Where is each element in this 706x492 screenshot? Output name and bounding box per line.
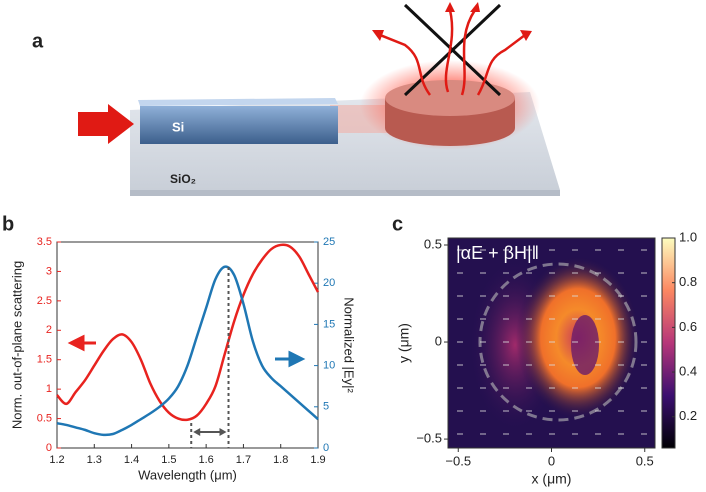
y2-axis-label: Normalized |Ey|² bbox=[342, 297, 357, 393]
substrate-label: SiO₂ bbox=[170, 172, 196, 186]
x-tick-label: 1.4 bbox=[124, 454, 139, 466]
colorbar-tick-label: 1.0 bbox=[679, 229, 697, 244]
x-tick-label: 1.7 bbox=[236, 454, 251, 466]
y-tick-label: 3.5 bbox=[37, 236, 52, 248]
colorbar bbox=[661, 237, 676, 449]
axis-arrow bbox=[275, 350, 306, 368]
input-arrow bbox=[78, 104, 134, 144]
series-line bbox=[56, 243, 320, 422]
y-tick-label: 1 bbox=[46, 383, 52, 395]
axis-arrow bbox=[67, 334, 96, 352]
y-tick-label: 3 bbox=[46, 265, 52, 277]
y-tick-label: −0.5 bbox=[416, 431, 442, 446]
panel-label: c bbox=[392, 213, 403, 235]
y2-tick-label: 25 bbox=[323, 236, 335, 248]
y-axis-label: y (μm) bbox=[396, 323, 412, 363]
x-axis-label: Wavelength (μm) bbox=[138, 467, 237, 482]
plot-frame bbox=[56, 241, 319, 449]
x-tick-label: 1.3 bbox=[87, 454, 102, 466]
y-tick-label: 0.5 bbox=[37, 412, 52, 424]
map-title: |αE + βH|‖ bbox=[456, 243, 539, 263]
x-tick-label: 1.6 bbox=[198, 454, 213, 466]
y-tick-label: 2 bbox=[46, 324, 52, 336]
y2-tick-label: 10 bbox=[323, 360, 335, 372]
y-tick-label: 1.5 bbox=[37, 354, 52, 366]
waveguide-top bbox=[138, 98, 338, 106]
y2-tick-label: 0 bbox=[323, 442, 329, 454]
y-tick-label: 0 bbox=[46, 442, 52, 454]
x-tick-label: 1.2 bbox=[49, 454, 64, 466]
x-tick-label: 1.8 bbox=[273, 454, 288, 466]
colorbar-tick-label: 0.2 bbox=[679, 408, 697, 423]
x-tick-label: 0 bbox=[548, 453, 555, 468]
panel-label: b bbox=[2, 213, 14, 235]
y-tick-label: 0.5 bbox=[424, 236, 442, 251]
y-tick-label: 0 bbox=[435, 333, 442, 348]
range-arrow-head bbox=[219, 428, 227, 436]
x-tick-label: 1.9 bbox=[310, 454, 325, 466]
arrow-heads bbox=[372, 2, 532, 41]
y-tick-label: 2.5 bbox=[37, 295, 52, 307]
disk-top bbox=[385, 80, 515, 116]
series-line bbox=[56, 265, 319, 437]
scatter-arrows bbox=[379, 9, 526, 96]
colorbar-tick-label: 0.8 bbox=[679, 274, 697, 289]
y2-tick-label: 5 bbox=[323, 401, 329, 413]
panel-a: Si SiO₂ bbox=[78, 2, 560, 196]
panel-label: a bbox=[32, 30, 44, 52]
colorbar-tick-label: 0.6 bbox=[679, 319, 697, 334]
x-tick-label: 0.5 bbox=[636, 453, 654, 468]
cross bbox=[403, 3, 502, 97]
substrate-edge bbox=[130, 190, 560, 196]
y-axis-label: Norm. out-of-plane scattering bbox=[9, 261, 24, 429]
waveguide bbox=[140, 106, 338, 144]
x-axis-label: x (μm) bbox=[532, 471, 572, 487]
colorbar-tick-label: 0.4 bbox=[679, 363, 697, 378]
x-tick-label: 1.5 bbox=[161, 454, 176, 466]
x-tick-label: −0.5 bbox=[445, 453, 471, 468]
field-map bbox=[448, 238, 655, 448]
y2-tick-label: 20 bbox=[323, 277, 335, 289]
range-arrow-head bbox=[193, 428, 201, 436]
waveguide-label: Si bbox=[172, 119, 184, 134]
y2-tick-label: 15 bbox=[323, 318, 335, 330]
